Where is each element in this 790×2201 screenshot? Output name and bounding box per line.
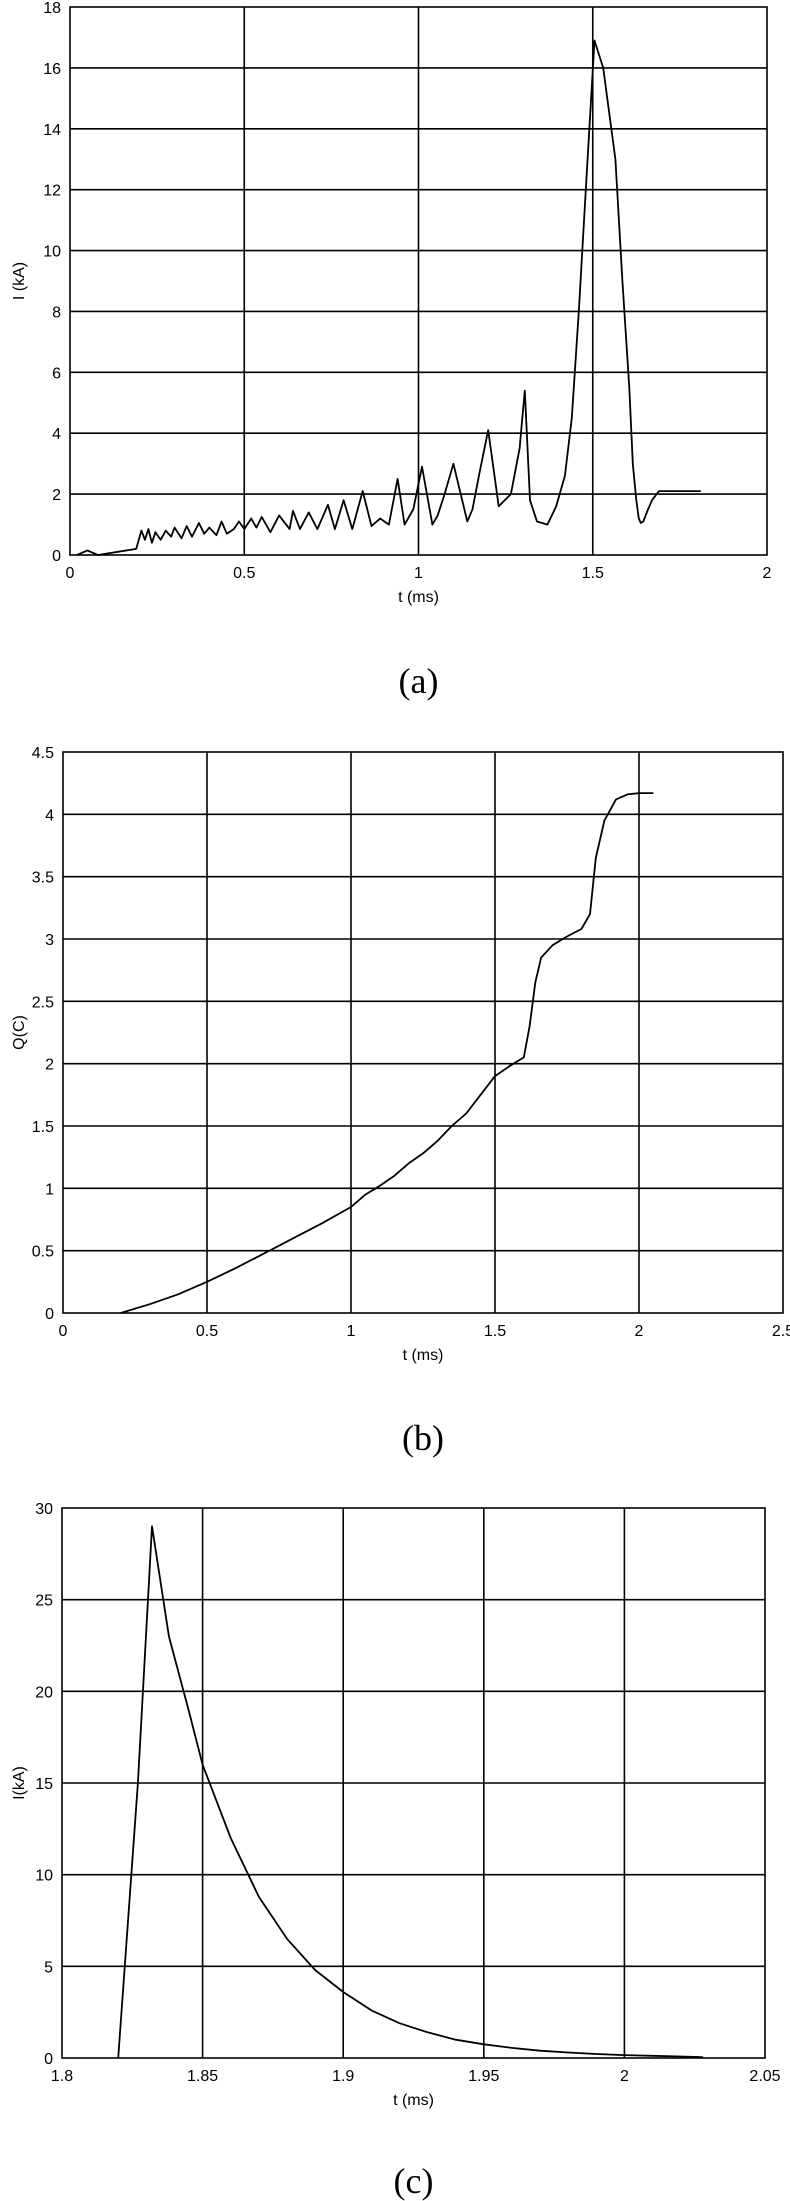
- figure-caption-b: (b): [402, 1418, 444, 1458]
- y-tick-label: 8: [52, 304, 61, 321]
- x-tick-label: 1.85: [187, 2068, 218, 2085]
- y-tick-label: 1.5: [32, 1119, 54, 1136]
- figure-caption-c: (c): [394, 2161, 434, 2201]
- y-tick-label: 1: [45, 1181, 54, 1198]
- y-tick-label: 30: [35, 1501, 53, 1518]
- x-tick-label: 2: [620, 2068, 629, 2085]
- y-tick-label: 16: [43, 61, 61, 78]
- x-tick-label: 0: [66, 565, 75, 582]
- x-tick-label: 0.5: [233, 565, 255, 582]
- y-axis-label: I(kA): [11, 1766, 28, 1800]
- x-tick-label: 1.95: [468, 2068, 499, 2085]
- y-tick-label: 4: [52, 426, 61, 443]
- y-tick-label: 3.5: [32, 870, 54, 887]
- x-tick-label: 2.5: [772, 1323, 790, 1340]
- plot-frame: [69, 6, 768, 556]
- chart-a: 0 0.5 1 1.5 2 0 2 4 6 8 10 12 14 16 18 t (ms) I (kA) (a): [11, 0, 772, 701]
- x-axis-label: t (ms): [403, 1347, 444, 1364]
- y-tick-label: 10: [35, 1868, 53, 1885]
- y-tick-label: 18: [43, 0, 61, 17]
- x-axis-label: t (ms): [393, 2092, 434, 2109]
- chart-c: 1.8 1.85 1.9 1.95 2 2.05 0 5 10 15 20 25 30 t (ms) I(k…: [11, 1501, 781, 2201]
- y-tick-label: 4: [45, 807, 54, 824]
- series-line: [76, 39, 701, 556]
- y-tick-label: 20: [35, 1684, 53, 1701]
- plot-frame: [62, 751, 784, 1314]
- y-tick-label: 3: [45, 932, 54, 949]
- y-tick-label: 2.5: [32, 994, 54, 1011]
- x-tick-label: 1.5: [484, 1323, 506, 1340]
- series-line: [117, 1525, 704, 2059]
- x-tick-label: 1.8: [51, 2068, 73, 2085]
- x-axis-label: t (ms): [398, 589, 439, 606]
- chart-b: 0 0.5 1 1.5 2 2.5 0 0.5 1 1.5 2 2.5 3 3.5 4 4.5 t (ms) Q(…: [11, 745, 790, 1458]
- y-tick-label: 0: [44, 2051, 53, 2068]
- plot-frame: [61, 1507, 766, 2059]
- y-tick-label: 5: [44, 1959, 53, 1976]
- x-tick-label: 2: [635, 1323, 644, 1340]
- y-axis-label: I (kA): [11, 262, 28, 300]
- y-tick-label: 6: [52, 365, 61, 382]
- x-tick-label: 1: [414, 565, 423, 582]
- y-tick-label: 25: [35, 1593, 53, 1610]
- x-tick-label: 1.5: [582, 565, 604, 582]
- y-axis-label: Q(C): [11, 1015, 28, 1050]
- y-tick-label: 2: [52, 487, 61, 504]
- y-tick-label: 4.5: [32, 745, 54, 762]
- y-tick-label: 2: [45, 1057, 54, 1074]
- y-tick-label: 0.5: [32, 1244, 54, 1261]
- y-tick-label: 12: [43, 183, 61, 200]
- series-line: [120, 792, 654, 1314]
- x-tick-label: 1.9: [332, 2068, 354, 2085]
- y-tick-label: 14: [43, 122, 61, 139]
- y-tick-label: 0: [52, 548, 61, 565]
- y-tick-label: 10: [43, 244, 61, 261]
- x-tick-label: 0: [59, 1323, 68, 1340]
- y-tick-label: 15: [35, 1776, 53, 1793]
- y-tick-label: 0: [45, 1306, 54, 1323]
- figure-caption-a: (a): [399, 661, 439, 701]
- x-tick-label: 0.5: [196, 1323, 218, 1340]
- x-tick-label: 1: [347, 1323, 356, 1340]
- x-tick-label: 2: [763, 565, 772, 582]
- x-tick-label: 2.05: [749, 2068, 780, 2085]
